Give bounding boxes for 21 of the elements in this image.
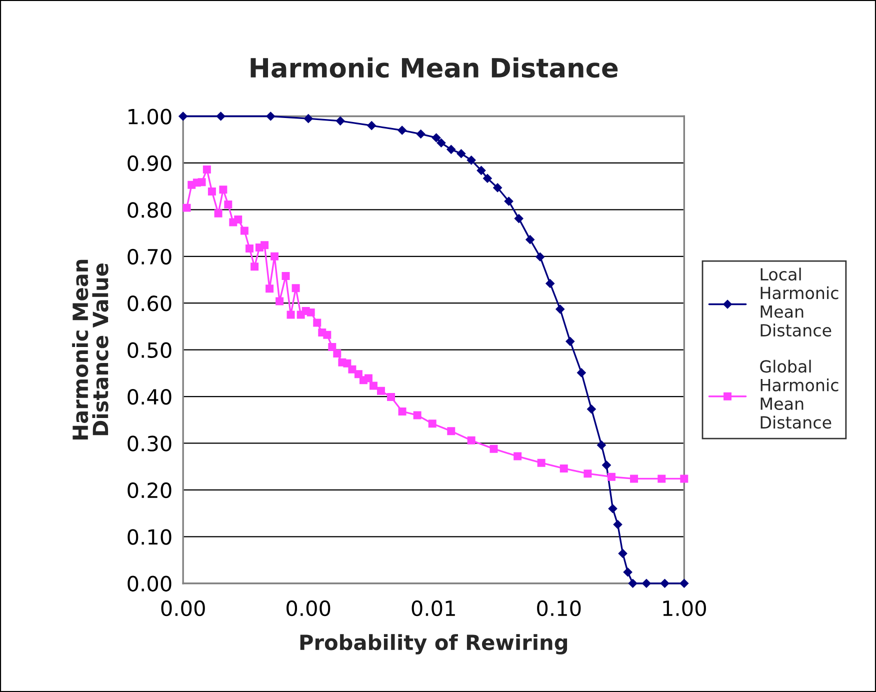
y-tick-label: 1.00 (128, 108, 172, 124)
x-tick-label: 0.01 (412, 600, 455, 616)
y-tick-label: 0.10 (128, 529, 172, 545)
y-tick-label: 0.60 (128, 296, 172, 312)
y-tick-label: 0.20 (128, 482, 172, 498)
x-tick-label: 0.00 (286, 600, 330, 616)
y-tick-label: 0.90 (128, 155, 172, 172)
chart-title: Harmonic Mean Distance (250, 57, 618, 78)
x-tick-label: 0.00 (161, 600, 205, 616)
y-tick-label: 0.80 (128, 202, 172, 218)
y-tick-label: 0.50 (128, 342, 172, 358)
y-tick-label: 0.30 (128, 436, 172, 452)
legend-label: Global Harmonic Mean Distance (760, 360, 838, 429)
x-axis-title: Probability of Rewiring (300, 634, 568, 654)
y-axis-title: Harmonic Mean Distance Value (72, 260, 108, 440)
y-tick-label: 0.40 (128, 388, 172, 405)
legend-label: Local Harmonic Mean Distance (760, 268, 838, 337)
x-tick-label: 0.10 (537, 600, 581, 616)
y-tick-label: 0.70 (128, 248, 172, 265)
y-tick-label: 0.00 (128, 576, 172, 592)
x-tick-label: 1.00 (663, 600, 706, 616)
